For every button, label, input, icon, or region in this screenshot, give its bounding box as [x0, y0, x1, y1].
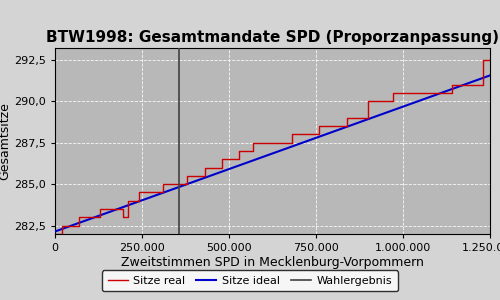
Title: BTW1998: Gesamtmandate SPD (Proporzanpassung): BTW1998: Gesamtmandate SPD (Proporzanpas… — [46, 30, 499, 45]
Sitze real — [59, 232, 65, 236]
Sitze real — [487, 58, 493, 61]
Line: Sitze real: Sitze real — [55, 60, 490, 234]
Legend: Sitze real, Sitze ideal, Wahlergebnis: Sitze real, Sitze ideal, Wahlergebnis — [102, 270, 398, 291]
Sitze real — [52, 232, 58, 236]
Sitze real — [316, 133, 322, 136]
Y-axis label: Gesamtsitze: Gesamtsitze — [0, 102, 12, 180]
X-axis label: Zweitstimmen SPD in Mecklenburg-Vorpommern: Zweitstimmen SPD in Mecklenburg-Vorpomme… — [121, 256, 424, 269]
Sitze real — [330, 124, 336, 128]
Sitze real — [480, 58, 486, 61]
Sitze real — [344, 116, 350, 119]
Sitze real — [390, 91, 396, 94]
Sitze real — [219, 158, 225, 161]
